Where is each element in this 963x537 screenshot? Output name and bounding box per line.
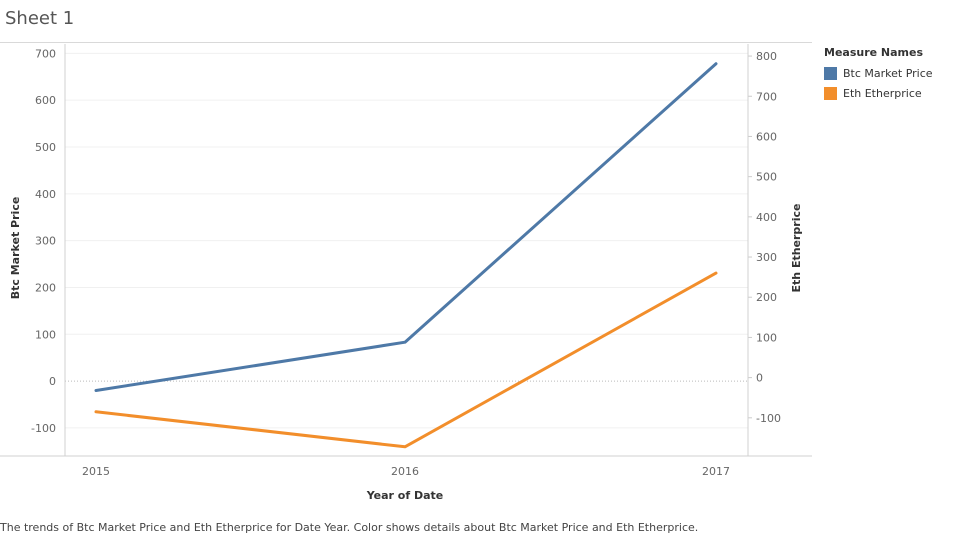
legend-item-btc[interactable]: Btc Market Price (824, 63, 933, 83)
y-right-tick-label: 300 (756, 251, 777, 264)
y-left-tick-label: 0 (49, 375, 56, 388)
y-left-tick-label: 500 (35, 141, 56, 154)
x-axis-title: Year of Date (366, 489, 444, 502)
y-right-tick-label: 500 (756, 171, 777, 184)
y-right-tick-label: 200 (756, 291, 777, 304)
series-lines (94, 62, 718, 449)
y-right-tick-label: 600 (756, 130, 777, 143)
y-left-tick-label: -100 (31, 422, 56, 435)
title-divider (0, 42, 812, 43)
y-right-tick-label: 100 (756, 331, 777, 344)
y-left-tick-label: 400 (35, 188, 56, 201)
x-tick-label: 2016 (391, 465, 419, 478)
y-right-tick-label: 0 (756, 372, 763, 385)
y-left-tick-label: 200 (35, 281, 56, 294)
legend-item-eth[interactable]: Eth Etherprice (824, 83, 933, 103)
y-left-tick-label: 300 (35, 235, 56, 248)
caption: The trends of Btc Market Price and Eth E… (0, 521, 699, 534)
legend: Measure Names Btc Market Price Eth Ether… (824, 46, 933, 103)
y-left-tick-label: 600 (35, 94, 56, 107)
y-left-tick-label: 700 (35, 47, 56, 60)
y-right-tick-label: 700 (756, 90, 777, 103)
legend-title: Measure Names (824, 46, 924, 59)
legend-swatch-eth (824, 86, 837, 100)
y-left-tick-label: 100 (35, 328, 56, 341)
sheet-title: Sheet 1 (5, 8, 75, 29)
series-line-btc (94, 62, 718, 392)
tick-labels: 700 600 500 400 300 200 100 0 -100 800 700 600 500 40… (31, 47, 781, 478)
gridlines (65, 52, 748, 429)
y-axis-left-title: Btc Market Price (9, 197, 22, 300)
axes (0, 44, 812, 457)
series-line-eth (94, 271, 718, 449)
y-right-tick-label: -100 (756, 412, 781, 425)
legend-label-btc: Btc Market Price (843, 66, 933, 80)
y-right-tick-label: 400 (756, 211, 777, 224)
y-axis-right-title: Eth Etherprice (790, 204, 803, 293)
legend-label-eth: Eth Etherprice (843, 86, 922, 100)
legend-swatch-btc (824, 66, 837, 80)
x-tick-label: 2017 (702, 465, 730, 478)
y-right-tick-label: 800 (756, 50, 777, 63)
x-tick-label: 2015 (82, 465, 110, 478)
line-chart: 700 600 500 400 300 200 100 0 -100 800 700 600 500 40… (0, 44, 812, 502)
